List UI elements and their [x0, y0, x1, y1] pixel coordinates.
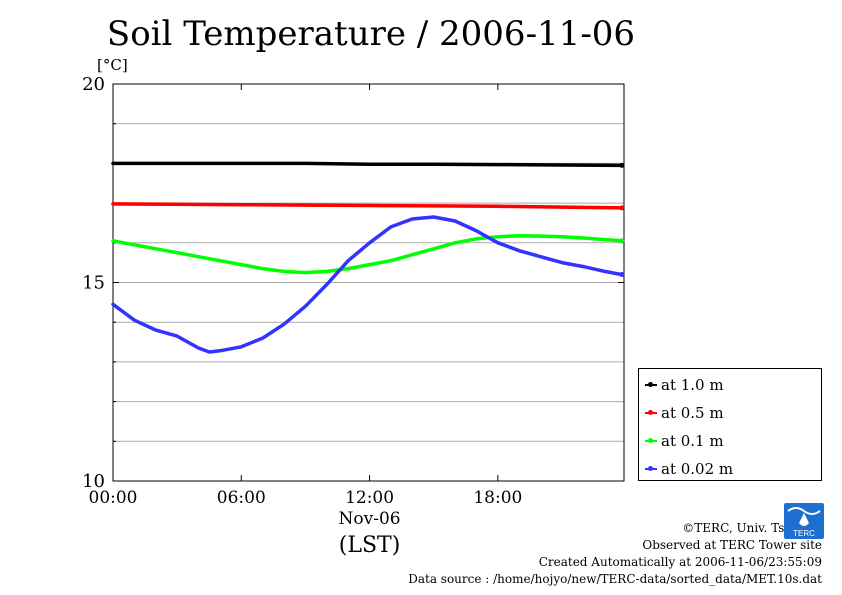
- copyright-text: ©TERC, Univ. Tsukuba: [682, 521, 822, 535]
- x-tick-label: 12:00: [345, 488, 394, 508]
- y-axis-label: [°C]: [97, 56, 128, 74]
- x-tick-label: 00:00: [89, 488, 138, 508]
- source-text: Data source : /home/hojyo/new/TERC-data/…: [408, 572, 822, 586]
- series-line-1: [111, 161, 624, 168]
- logo-text: TERC: [793, 529, 815, 538]
- legend-label: at 0.5 m: [661, 404, 724, 422]
- legend-entry: at 0.1 m: [645, 431, 724, 451]
- x-axis-label: (LST): [339, 533, 401, 558]
- series-line-4: [111, 215, 624, 354]
- x-date-label: Nov-06: [339, 509, 401, 529]
- y-tick-label: 20: [82, 74, 105, 95]
- legend-label: at 0.02 m: [661, 460, 734, 478]
- y-tick-label: 10: [82, 471, 105, 492]
- legend-entry: at 1.0 m: [645, 375, 724, 395]
- credits: ©TERC, Univ. Tsukuba Observed at TERC To…: [408, 520, 822, 588]
- observed-text: Observed at TERC Tower site: [642, 538, 822, 552]
- legend: at 1.0 m at 0.5 m at 0.1 m at 0.02 m: [638, 368, 822, 481]
- series-line-2: [111, 202, 624, 210]
- x-tick-label: 18:00: [473, 488, 522, 508]
- y-tick-label: 15: [82, 273, 105, 294]
- legend-entry: at 0.02 m: [645, 459, 733, 479]
- legend-swatch: [645, 382, 657, 387]
- legend-swatch: [645, 438, 657, 443]
- legend-label: at 1.0 m: [661, 376, 724, 394]
- series-end-point: [619, 205, 625, 211]
- terc-logo-icon: TERC: [784, 503, 824, 539]
- x-tick-label: 06:00: [217, 488, 266, 508]
- legend-swatch: [645, 466, 657, 471]
- legend-label: at 0.1 m: [661, 432, 724, 450]
- legend-entry: at 0.5 m: [645, 403, 724, 423]
- series-end-point: [619, 238, 625, 244]
- legend-swatch: [645, 410, 657, 415]
- series-end-point: [619, 272, 625, 278]
- series-end-point: [619, 162, 625, 168]
- series-line-3: [111, 233, 624, 275]
- created-text: Created Automatically at 2006-11-06/23:5…: [538, 555, 822, 569]
- chart-title: Soil Temperature / 2006-11-06: [106, 14, 636, 54]
